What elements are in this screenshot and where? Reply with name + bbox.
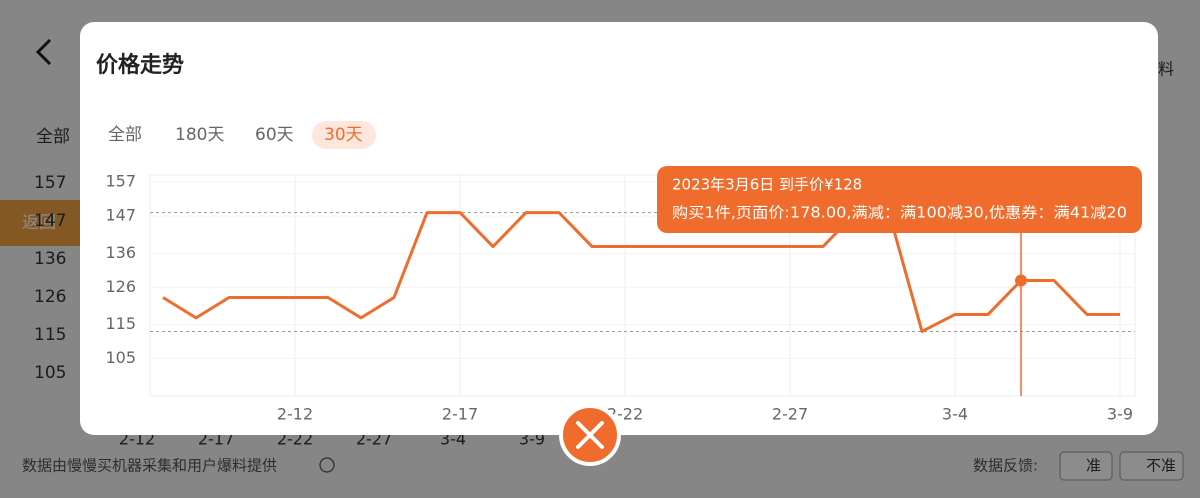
y-tick-label: 157 — [105, 172, 136, 191]
inaccurate-btn[interactable] — [1119, 451, 1184, 481]
tooltip-title: 2023年3月6日 到手价¥128 — [672, 176, 862, 194]
bg-y-label: 147 — [34, 211, 66, 231]
inaccurate-text[interactable]: 不准 — [1146, 457, 1176, 475]
accurate-text[interactable]: 准 — [1086, 457, 1101, 475]
side-label: 料 — [1158, 60, 1174, 79]
y-tick-label: 126 — [105, 277, 136, 296]
feedback-label: 数据反馈: — [973, 457, 1038, 475]
x-tick-label: 3-9 — [1107, 405, 1133, 424]
footer-note: 数据由慢慢买机器采集和用户爆料提供 — [22, 457, 277, 475]
price-line — [162, 211, 1120, 333]
tab[interactable]: 30天 — [324, 125, 363, 145]
close-icon[interactable] — [576, 421, 604, 449]
plot-border — [149, 174, 1136, 397]
return-text[interactable]: 返回 — [22, 213, 56, 233]
y-tick-label: 105 — [105, 348, 136, 367]
bg-y-label: 136 — [34, 249, 66, 269]
info-icon[interactable] — [319, 457, 335, 473]
x-tick-label: 3-4 — [942, 405, 968, 424]
tooltip-detail: 购买1件,页面价:178.00,满减：满100减30,优惠券：满41减20 — [672, 204, 1127, 222]
return-tab[interactable] — [0, 200, 80, 246]
bg-tab[interactable]: 全部 — [36, 127, 70, 147]
y-tick-label: 147 — [105, 205, 136, 224]
modal-title: 价格走势 — [96, 52, 184, 78]
bg-y-label: 157 — [34, 173, 66, 193]
x-tick-label: 2-27 — [772, 405, 808, 424]
y-tick-label: 136 — [105, 243, 136, 262]
tab-active-bg — [312, 121, 376, 149]
tab[interactable]: 60天 — [255, 125, 294, 145]
tab[interactable]: 180天 — [175, 125, 224, 145]
tooltip — [657, 166, 1142, 233]
bg-y-label: 115 — [34, 325, 66, 345]
tab[interactable]: 全部 — [108, 125, 142, 145]
x-tick-label: 2-12 — [277, 405, 313, 424]
back-icon[interactable] — [35, 38, 52, 66]
bg-y-label: 126 — [34, 287, 66, 307]
focus-point — [1015, 274, 1027, 287]
x-tick-label: 2-17 — [442, 405, 478, 424]
bg-y-label: 105 — [34, 363, 66, 383]
accurate-btn[interactable] — [1059, 451, 1113, 481]
y-tick-label: 115 — [105, 314, 136, 333]
tabs: 全部 180天 60天 30天 — [108, 121, 376, 149]
